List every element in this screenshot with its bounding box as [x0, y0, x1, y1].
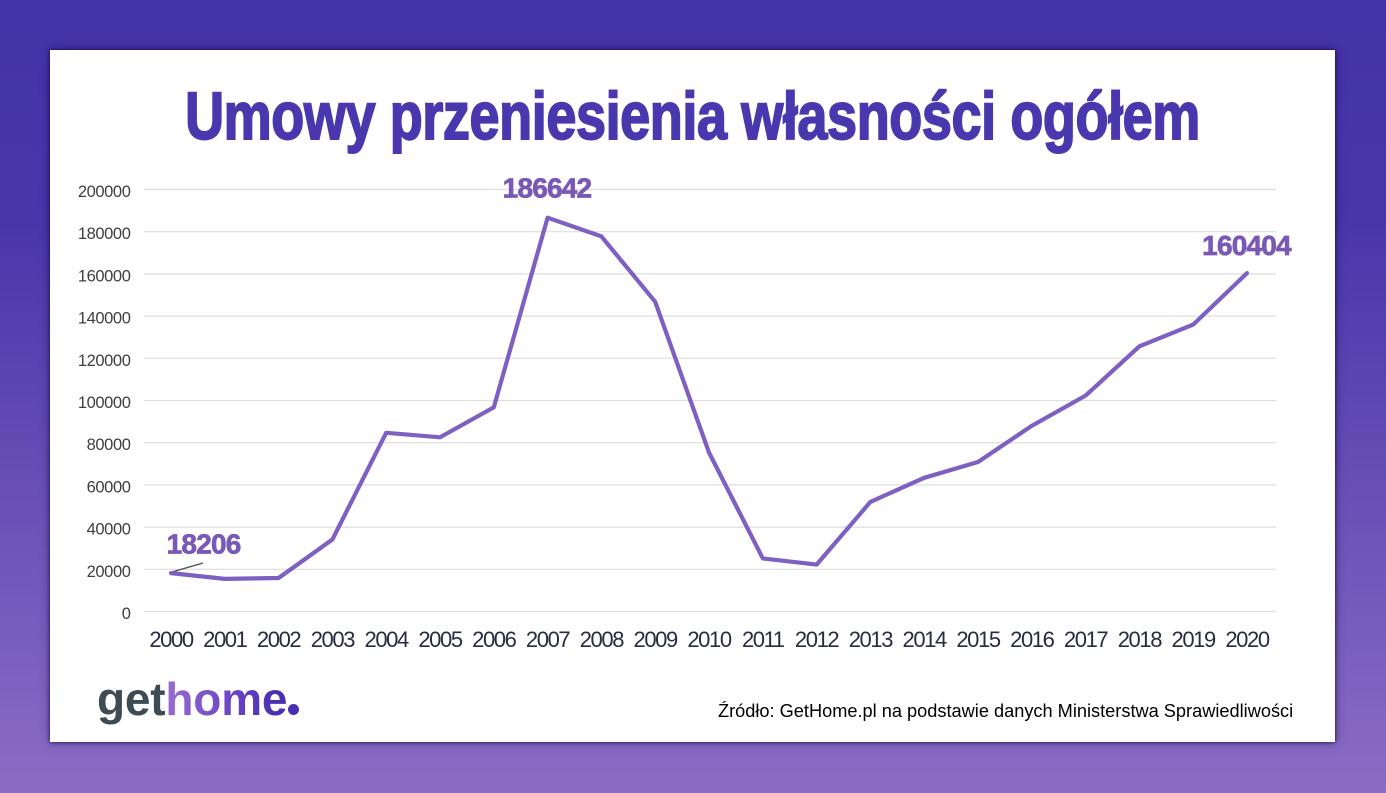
svg-text:2018: 2018 — [1118, 627, 1163, 652]
svg-text:2014: 2014 — [903, 627, 948, 652]
svg-text:2006: 2006 — [472, 627, 517, 652]
svg-text:2010: 2010 — [687, 627, 732, 652]
svg-text:200000: 200000 — [78, 183, 131, 201]
svg-text:2007: 2007 — [526, 627, 571, 652]
svg-text:2013: 2013 — [849, 627, 894, 652]
svg-text:2004: 2004 — [365, 627, 410, 652]
svg-text:2017: 2017 — [1064, 627, 1109, 652]
svg-text:120000: 120000 — [78, 352, 131, 370]
svg-text:40000: 40000 — [87, 521, 131, 539]
svg-text:160404: 160404 — [1202, 230, 1292, 261]
svg-text:2012: 2012 — [795, 627, 840, 652]
svg-text:2016: 2016 — [1010, 627, 1055, 652]
svg-text:20000: 20000 — [87, 563, 131, 581]
svg-text:0: 0 — [122, 605, 131, 623]
svg-text:180000: 180000 — [78, 225, 131, 243]
svg-text:60000: 60000 — [87, 478, 131, 496]
svg-text:2019: 2019 — [1172, 627, 1217, 652]
svg-text:2015: 2015 — [956, 627, 1001, 652]
svg-text:186642: 186642 — [503, 173, 592, 204]
svg-text:2009: 2009 — [634, 627, 679, 652]
svg-text:2008: 2008 — [580, 627, 625, 652]
svg-text:140000: 140000 — [78, 310, 131, 328]
svg-text:2002: 2002 — [257, 627, 302, 652]
svg-text:80000: 80000 — [87, 436, 131, 454]
svg-text:18206: 18206 — [167, 529, 241, 560]
svg-text:2001: 2001 — [203, 627, 248, 652]
svg-text:2005: 2005 — [418, 627, 463, 652]
svg-text:2011: 2011 — [742, 627, 785, 652]
svg-text:160000: 160000 — [78, 267, 131, 285]
svg-text:100000: 100000 — [78, 394, 131, 412]
svg-text:2003: 2003 — [311, 627, 356, 652]
svg-text:2000: 2000 — [149, 627, 194, 652]
svg-text:2020: 2020 — [1225, 627, 1270, 652]
